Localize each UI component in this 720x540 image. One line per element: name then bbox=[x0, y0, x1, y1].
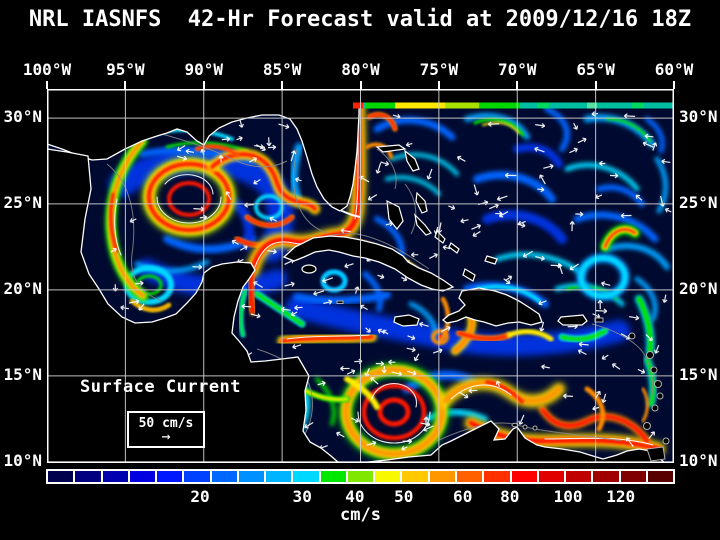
colorbar-tick-label: 40 bbox=[345, 487, 365, 506]
colorbar-cell bbox=[402, 471, 428, 482]
lat-label-left: 30°N bbox=[3, 107, 42, 127]
lon-tick bbox=[124, 81, 127, 89]
lon-tick bbox=[437, 81, 440, 89]
mexico-central-america bbox=[47, 148, 340, 463]
lon-tick bbox=[516, 81, 519, 89]
jamaica bbox=[393, 314, 420, 327]
no-data-region bbox=[340, 89, 674, 103]
colorbar-cell bbox=[157, 471, 183, 482]
colorbar-cell bbox=[429, 471, 455, 482]
colorbar-tick-label: 100 bbox=[553, 487, 583, 506]
colorbar-tick-label: 60 bbox=[453, 487, 473, 506]
lon-tick bbox=[46, 81, 48, 89]
lon-tick bbox=[281, 81, 284, 89]
colorbar-cell bbox=[566, 471, 592, 482]
colorbar-unit: cm/s bbox=[340, 505, 381, 525]
lat-label-right: 10°N bbox=[679, 450, 718, 470]
colorbar-tick-label: 80 bbox=[500, 487, 520, 506]
colorbar-cell bbox=[456, 471, 483, 482]
lon-tick bbox=[359, 81, 362, 89]
lat-label-left: 25°N bbox=[3, 192, 42, 212]
lat-label-right: 25°N bbox=[679, 192, 718, 212]
colorbar-cell bbox=[211, 471, 237, 482]
colorbar-cell bbox=[293, 471, 319, 482]
lat-label-left: 15°N bbox=[3, 364, 42, 384]
lon-label: 65°W bbox=[576, 60, 615, 79]
lon-tick bbox=[202, 81, 205, 89]
colorbar-cell bbox=[320, 471, 346, 482]
colorbar-tick-label: 120 bbox=[606, 487, 636, 506]
colorbar-cell bbox=[347, 471, 374, 482]
lon-label: 85°W bbox=[262, 60, 302, 79]
cuba bbox=[282, 235, 455, 292]
colorbar-cell bbox=[593, 471, 619, 482]
colorbar-cell bbox=[238, 471, 265, 482]
lon-label: 80°W bbox=[341, 60, 380, 79]
vector-scale-legend: 50 cm/s → bbox=[127, 411, 205, 448]
colorbar-cell bbox=[484, 471, 510, 482]
map-frame bbox=[47, 89, 674, 463]
lon-label: 100°W bbox=[22, 60, 72, 79]
colorbar-cell bbox=[511, 471, 537, 482]
lon-label: 60°W bbox=[654, 60, 694, 79]
surface-current-label: Surface Current bbox=[80, 377, 242, 397]
puerto-rico bbox=[557, 314, 588, 326]
lat-label-right: 15°N bbox=[679, 364, 718, 384]
lon-label: 70°W bbox=[497, 60, 537, 79]
lon-label: 90°W bbox=[184, 60, 224, 79]
colorbar-cell bbox=[75, 471, 101, 482]
lat-label-left: 10°N bbox=[3, 450, 42, 470]
page-title: NRL IASNFS 42-Hr Forecast valid at 2009/… bbox=[28, 7, 692, 32]
colorbar-cell bbox=[375, 471, 401, 482]
colorbar-cell bbox=[647, 471, 674, 482]
scale-value: 50 cm/s bbox=[138, 416, 194, 431]
lon-label: 75°W bbox=[419, 60, 459, 79]
lon-tick bbox=[594, 81, 597, 89]
scale-arrow-icon: → bbox=[161, 427, 171, 445]
colorbar-cell bbox=[48, 471, 74, 482]
colorbar-cell bbox=[184, 471, 210, 482]
colorbar-cell bbox=[266, 471, 292, 482]
lon-label: 95°W bbox=[106, 60, 145, 79]
current-map-graphic bbox=[47, 89, 674, 463]
model-boundary-strip bbox=[353, 102, 674, 109]
colorbar-tick-label: 50 bbox=[394, 487, 414, 506]
colorbar-tick-labels: 20 30 40 50 60 80 100 120 bbox=[47, 487, 674, 506]
colorbar-cell bbox=[538, 471, 565, 482]
colorbar-tick-label: 30 bbox=[292, 487, 312, 506]
colorbar-cell bbox=[129, 471, 156, 482]
colorbar-cell bbox=[102, 471, 128, 482]
current-map: Surface Current 50 cm/s → bbox=[47, 89, 674, 463]
lon-tick bbox=[673, 81, 675, 89]
small-islands bbox=[336, 144, 670, 462]
speed-colorbar bbox=[46, 469, 675, 484]
south-america bbox=[358, 420, 667, 463]
lat-label-left: 20°N bbox=[3, 278, 42, 298]
colorbar-cell bbox=[620, 471, 646, 482]
lat-label-right: 20°N bbox=[679, 278, 718, 298]
colorbar-tick-label: 20 bbox=[190, 487, 210, 506]
lat-label-right: 30°N bbox=[679, 107, 718, 127]
isla-juventud bbox=[301, 264, 317, 274]
